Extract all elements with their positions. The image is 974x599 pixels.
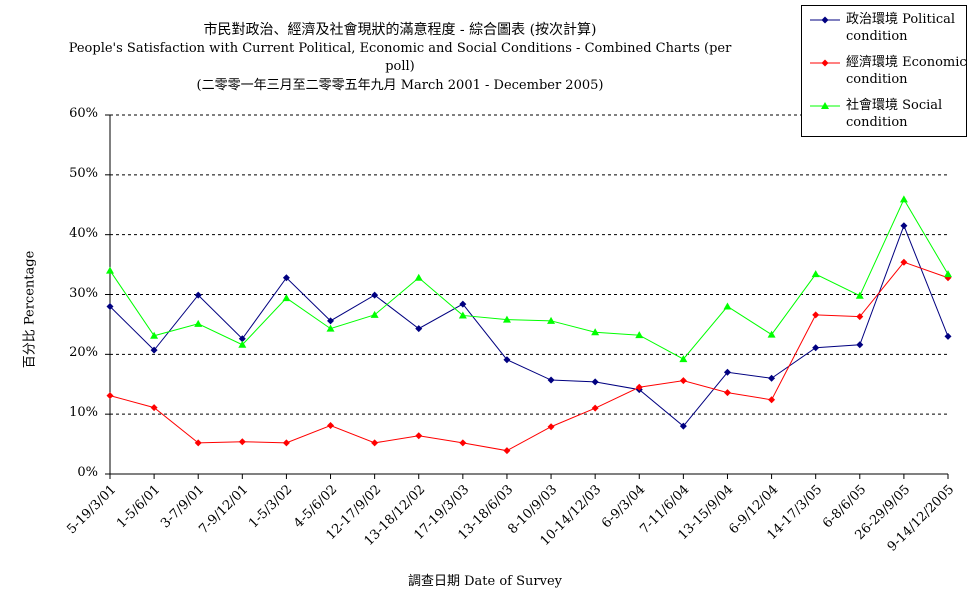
data-point — [723, 368, 731, 376]
data-point — [282, 439, 290, 447]
data-point — [326, 324, 335, 332]
data-point — [459, 300, 467, 308]
y-tick-label: 50% — [69, 165, 98, 181]
data-point — [106, 302, 114, 310]
data-point — [900, 222, 908, 230]
data-point — [679, 355, 688, 363]
data-point — [855, 291, 864, 299]
data-point — [415, 325, 423, 333]
data-point — [282, 294, 291, 302]
legend-marker — [810, 102, 840, 109]
data-point — [944, 332, 952, 340]
data-point — [768, 374, 776, 382]
data-point — [502, 315, 511, 323]
x-axis-label: 調查日期 Date of Survey — [407, 574, 562, 589]
data-point — [327, 317, 335, 325]
legend-marker — [810, 59, 840, 67]
data-point — [194, 291, 202, 299]
data-point — [370, 310, 379, 318]
data-point — [414, 273, 423, 281]
data-point — [150, 331, 159, 339]
data-point — [811, 270, 820, 278]
chart-title-block: 市民對政治、經濟及社會現狀的滿意程度 - 綜合圖表 (按次計算) People'… — [60, 20, 740, 96]
data-point — [458, 311, 467, 319]
data-point — [503, 447, 511, 455]
data-point — [723, 389, 731, 397]
legend-marker — [810, 16, 840, 24]
data-point — [106, 266, 114, 274]
legend-label: 社會環境 Social condition — [846, 98, 943, 130]
data-point — [856, 313, 864, 321]
data-point — [282, 274, 290, 282]
series-line-1 — [109, 261, 949, 452]
data-point — [238, 438, 246, 446]
data-point — [812, 344, 820, 352]
data-point — [591, 404, 599, 412]
data-point — [635, 383, 643, 391]
data-point — [768, 396, 776, 404]
data-point — [547, 423, 555, 431]
data-point — [150, 404, 158, 412]
data-point — [679, 377, 687, 385]
data-point — [856, 341, 864, 349]
data-point — [635, 331, 644, 339]
data-point — [900, 258, 908, 266]
data-point — [194, 319, 203, 327]
series-line-2 — [109, 198, 949, 360]
data-point — [899, 195, 908, 203]
data-point — [194, 439, 202, 447]
chart-title: 市民對政治、經濟及社會現狀的滿意程度 - 綜合圖表 (按次計算) — [203, 22, 597, 38]
legend: 政治環境 Political condition 經濟環境 Economic co… — [801, 5, 967, 137]
legend-label: 經濟環境 Economic condition — [846, 55, 967, 87]
data-point — [679, 422, 687, 430]
y-tick-label: 60% — [69, 106, 98, 121]
data-point — [459, 439, 467, 447]
y-tick-label: 20% — [69, 345, 98, 361]
data-point — [547, 376, 555, 384]
y-tick-label: 40% — [69, 225, 98, 241]
data-point — [591, 378, 599, 386]
data-point — [944, 270, 952, 278]
chart-date-range: (二零零一年三月至二零零五年九月 March 2001 - December 2… — [196, 78, 604, 93]
y-axis-label: 百分比 Percentage — [22, 250, 38, 369]
legend-label: 政治環境 Political condition — [846, 12, 956, 44]
y-tick-label: 30% — [69, 285, 98, 301]
data-point — [723, 302, 732, 310]
data-point — [371, 439, 379, 447]
data-point — [812, 311, 820, 319]
data-point — [238, 335, 246, 343]
data-point — [547, 316, 556, 324]
data-point — [767, 330, 776, 338]
data-point — [503, 356, 511, 364]
data-point — [371, 291, 379, 299]
data-point — [591, 328, 600, 336]
data-point — [238, 340, 247, 348]
chart-subtitle: People's Satisfaction with Current Polit… — [68, 41, 732, 74]
data-point — [327, 422, 335, 430]
data-point — [415, 432, 423, 440]
data-point — [106, 392, 114, 400]
y-tick-label: 10% — [69, 405, 98, 421]
series-line-0 — [109, 224, 949, 427]
data-point — [150, 346, 158, 354]
y-tick-label: 0% — [77, 465, 98, 480]
